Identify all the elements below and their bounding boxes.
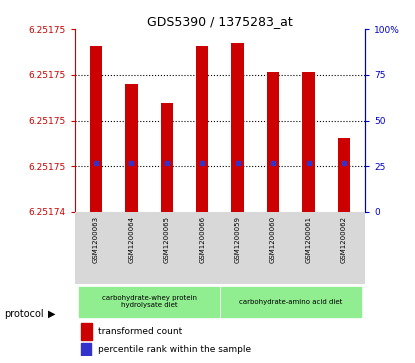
Text: GSM1200060: GSM1200060	[270, 216, 276, 263]
Text: GSM1200065: GSM1200065	[164, 216, 170, 262]
Text: carbohydrate-whey protein
hydrolysate diet: carbohydrate-whey protein hydrolysate di…	[102, 295, 197, 308]
Text: GSM1200061: GSM1200061	[305, 216, 312, 263]
Bar	[78, 286, 220, 318]
Text: GSM1200063: GSM1200063	[93, 216, 99, 263]
Text: percentile rank within the sample: percentile rank within the sample	[98, 345, 251, 354]
Bar	[125, 84, 138, 212]
Text: GSM1200064: GSM1200064	[128, 216, 134, 262]
Bar	[196, 46, 208, 212]
Bar	[81, 343, 90, 356]
Text: protocol: protocol	[4, 309, 44, 319]
Text: transformed count: transformed count	[98, 327, 182, 336]
Bar	[232, 43, 244, 212]
Bar	[81, 323, 92, 339]
Text: GSM1200062: GSM1200062	[341, 216, 347, 262]
Bar	[161, 103, 173, 212]
Text: GSM1200066: GSM1200066	[199, 216, 205, 263]
Text: GSM1200059: GSM1200059	[234, 216, 241, 262]
Bar	[302, 73, 315, 212]
Text: carbohydrate-amino acid diet: carbohydrate-amino acid diet	[239, 299, 342, 305]
Bar	[338, 138, 350, 212]
Text: ▶: ▶	[48, 309, 55, 319]
Bar	[267, 73, 279, 212]
Title: GDS5390 / 1375283_at: GDS5390 / 1375283_at	[147, 15, 293, 28]
Bar	[90, 46, 102, 212]
Bar	[220, 286, 361, 318]
